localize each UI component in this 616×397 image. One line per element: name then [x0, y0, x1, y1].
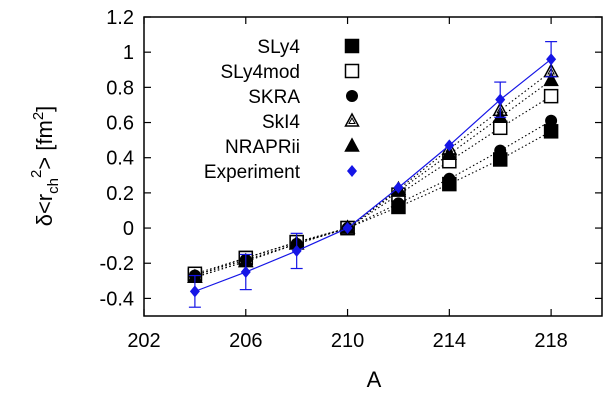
y-axis-title-suffix: > [fm: [32, 120, 57, 170]
legend-label: NRAPRii: [225, 137, 300, 158]
series-experiment: [188, 41, 558, 308]
y-tick-label: 1.2: [106, 7, 134, 29]
data-point: [189, 285, 200, 298]
data-point: [543, 88, 559, 104]
legend: SLy4 SLy4mod SKRA SkI4 NRAPRii Experiment: [204, 37, 360, 183]
y-tick-label: 0.8: [106, 77, 134, 99]
y-tick-label: -0.2: [100, 253, 134, 275]
y-axis-title-sub: ch: [45, 178, 62, 194]
y-tick-label: 0.2: [106, 183, 134, 205]
legend-marker: [344, 63, 360, 79]
y-tick-label: 0.6: [106, 113, 134, 135]
data-point: [545, 114, 558, 127]
y-tick-label: 0: [123, 218, 134, 240]
legend-label: SKRA: [248, 87, 300, 108]
x-tick-label: 214: [433, 330, 466, 352]
legend-label: SLy4: [257, 37, 300, 58]
data-point: [342, 222, 353, 235]
data-point: [392, 197, 405, 210]
x-axis-title: A: [367, 367, 382, 392]
x-tick-label: 218: [534, 330, 567, 352]
legend-label: SkI4: [262, 112, 300, 133]
data-point: [443, 172, 456, 185]
plot-frame: [143, 16, 603, 317]
x-tick-label: 210: [331, 330, 364, 352]
legend-label: Experiment: [204, 162, 301, 183]
legend-marker: [346, 90, 358, 102]
y-axis-title-sup: 2: [28, 170, 45, 178]
series-line: [194, 58, 552, 292]
legend-marker: [344, 137, 360, 152]
data-point: [240, 266, 251, 279]
y-axis-title-prefix: δ<r: [32, 194, 57, 226]
y-tick-label: 0.4: [106, 148, 134, 170]
legend-marker-inner: [348, 116, 356, 124]
legend-label: SLy4mod: [220, 62, 300, 83]
y-axis-title-unit-sup: 2: [30, 112, 47, 120]
y-axis-title-close: ]: [32, 106, 57, 112]
plot-area: [143, 16, 603, 317]
data-point: [494, 144, 507, 157]
x-tick-label: 206: [229, 330, 262, 352]
data-point: [492, 120, 508, 136]
y-tick-label: -0.4: [100, 288, 134, 310]
data-point: [543, 124, 559, 139]
data-point: [291, 244, 302, 257]
axis-ticks: 202 206 210 214 218 1.2 1 0.8 0.6 0.4 0.2 0 -0.2 -0.4: [100, 7, 602, 352]
series-line: [194, 120, 552, 277]
x-tick-label: 202: [127, 330, 160, 352]
data-point: [441, 145, 458, 160]
legend-marker: [347, 165, 357, 177]
y-tick-label: 1: [123, 42, 134, 64]
series-layer: [187, 41, 559, 308]
legend-marker: [344, 112, 360, 127]
series-line: [194, 71, 552, 278]
legend-marker: [344, 38, 360, 54]
data-point: [546, 53, 557, 66]
y-axis-title: δ<rch2> [fm2]: [28, 106, 62, 227]
data-point: [444, 139, 455, 152]
data-point: [393, 181, 404, 194]
data-point: [543, 71, 559, 87]
data-point: [495, 93, 506, 106]
